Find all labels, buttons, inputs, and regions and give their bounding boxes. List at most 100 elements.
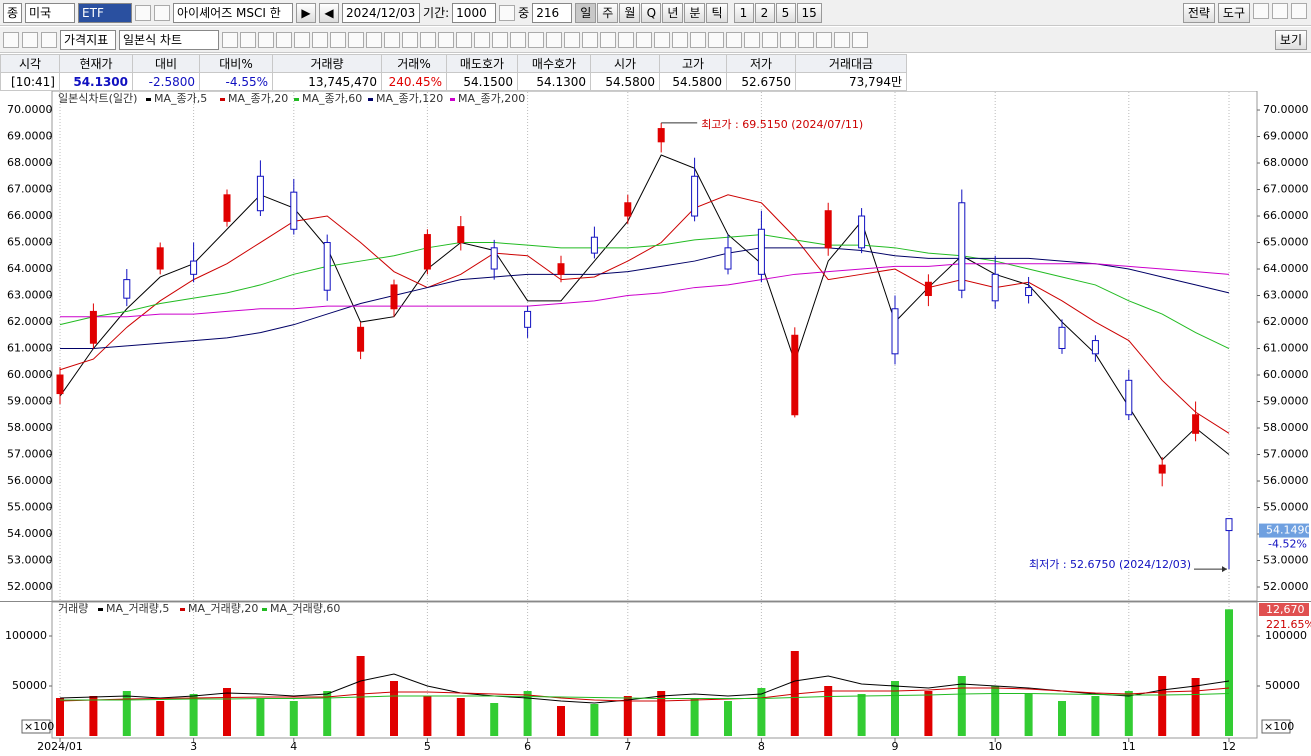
tool-icon[interactable] — [618, 31, 634, 48]
indicator[interactable]: 가격지표 — [60, 29, 116, 50]
interval-button[interactable]: Q — [641, 2, 662, 23]
search-icon[interactable] — [135, 4, 152, 21]
market[interactable]: 종 — [3, 2, 23, 23]
tool-icon[interactable] — [240, 31, 256, 48]
tool-icon[interactable] — [564, 31, 580, 48]
legend-swatch — [368, 98, 373, 101]
unit-label: ×100 — [24, 720, 54, 733]
minute-button[interactable]: 2 — [754, 2, 775, 23]
volume-bar — [824, 686, 833, 736]
code[interactable]: ETF — [78, 2, 133, 23]
y-tick-label: 55.0000 — [1263, 501, 1309, 514]
interval-button[interactable]: 년 — [662, 2, 684, 23]
tool-icon[interactable] — [528, 31, 544, 48]
legend-swatch — [262, 608, 267, 611]
toolbar-bottom: 가격지표 일본식 차트 보기 — [0, 27, 1311, 53]
unit-box — [1261, 719, 1291, 734]
interval-button[interactable]: 월 — [619, 2, 641, 23]
tool-icon[interactable] — [492, 31, 508, 48]
tool-icon[interactable] — [474, 31, 490, 48]
tool-icon[interactable] — [456, 31, 472, 48]
ma-line — [60, 693, 1230, 701]
icon[interactable] — [1253, 2, 1269, 19]
minutes: 1 2 5 15 — [733, 2, 822, 23]
tool-icon[interactable] — [762, 31, 778, 48]
icon[interactable] — [1291, 2, 1307, 19]
y-tick-label: 63.0000 — [1263, 289, 1309, 302]
legend-title: 일본식차트(일간) — [58, 91, 137, 105]
tool-icon[interactable] — [654, 31, 670, 48]
volume-bar — [356, 656, 365, 736]
icon[interactable] — [1272, 2, 1288, 19]
y-tick-label: 63.0000 — [7, 289, 53, 302]
country[interactable]: 미국 — [25, 2, 76, 23]
tool-icon[interactable] — [582, 31, 598, 48]
tool-icon[interactable] — [384, 31, 400, 48]
tool-icon[interactable] — [852, 31, 868, 48]
y-tick-label: 50000 — [1265, 679, 1300, 692]
tool-icon[interactable] — [816, 31, 832, 48]
tool-icon[interactable] — [798, 31, 814, 48]
tool-icon[interactable] — [510, 31, 526, 48]
tool-icon[interactable] — [546, 31, 562, 48]
tool-icon[interactable] — [348, 31, 364, 48]
tool-icon[interactable] — [834, 31, 850, 48]
mid[interactable]: 216 — [532, 2, 573, 23]
tool-icon[interactable] — [600, 31, 616, 48]
date[interactable]: 2024/12/03 — [342, 2, 421, 23]
tool-icon[interactable] — [276, 31, 292, 48]
tool-icon[interactable] — [366, 31, 382, 48]
name[interactable]: 아이셰어즈 MSCI 한 — [173, 2, 294, 23]
icon[interactable] — [3, 31, 19, 48]
ma-line — [59, 154, 1230, 461]
view[interactable]: 보기 — [1274, 29, 1307, 50]
period[interactable]: 1000 — [452, 2, 497, 23]
icon[interactable] — [22, 31, 38, 48]
y-tick-label: 100000 — [1265, 629, 1307, 642]
tools[interactable]: 도구 — [1217, 2, 1250, 23]
candle-body — [691, 175, 699, 217]
tool-icon[interactable] — [438, 31, 454, 48]
x-tick-label: 10 — [988, 740, 1002, 753]
tool-icon[interactable] — [780, 31, 796, 48]
candle-body — [290, 191, 298, 230]
tool-icon[interactable] — [690, 31, 706, 48]
nyse-icon[interactable] — [154, 4, 171, 21]
candle-body — [724, 247, 732, 270]
x-tick-label: 12 — [1222, 740, 1236, 753]
minute-button[interactable]: 5 — [775, 2, 796, 23]
interval-button[interactable]: 틱 — [706, 2, 728, 23]
interval-button[interactable]: 일 — [575, 2, 597, 23]
icon[interactable] — [41, 31, 57, 48]
candle-body — [390, 284, 398, 310]
minute-button[interactable]: 15 — [796, 2, 822, 23]
change-tag: -4.52% — [1268, 538, 1307, 551]
chart-style[interactable]: 일본식 차트 — [119, 29, 219, 50]
candle-body — [524, 310, 532, 328]
tool-icon[interactable] — [672, 31, 688, 48]
strategy[interactable]: 전략 — [1182, 2, 1215, 23]
interval-button[interactable]: 주 — [597, 2, 619, 23]
tool-icon[interactable] — [726, 31, 742, 48]
quote-table: 시각 현재가 대비 대비% 거래량 거래% 매도호가 매수호가 시가 고가 저가 거래대금 [10:4… — [0, 54, 907, 91]
tool-icon[interactable] — [330, 31, 346, 48]
y-tick-label: 100000 — [5, 629, 47, 642]
tool-icon[interactable] — [402, 31, 418, 48]
next[interactable]: ▶ — [296, 2, 317, 23]
tool-icon[interactable] — [222, 31, 238, 48]
spin-icon[interactable] — [499, 4, 516, 21]
tool-icon[interactable] — [744, 31, 760, 48]
prev[interactable]: ◀ — [319, 2, 340, 23]
volume-bar — [924, 691, 933, 736]
tool-icon[interactable] — [420, 31, 436, 48]
tool-icon[interactable] — [708, 31, 724, 48]
legend-label: MA_거래량,60 — [270, 602, 340, 615]
tool-icon[interactable] — [312, 31, 328, 48]
tool-icon[interactable] — [636, 31, 652, 48]
legend-label: MA_거래량,5 — [106, 602, 169, 615]
tool-icon[interactable] — [294, 31, 310, 48]
tool-icon[interactable] — [258, 31, 274, 48]
y-tick-label: 53.0000 — [1263, 554, 1309, 567]
interval-button[interactable]: 분 — [684, 2, 706, 23]
minute-button[interactable]: 1 — [733, 2, 754, 23]
